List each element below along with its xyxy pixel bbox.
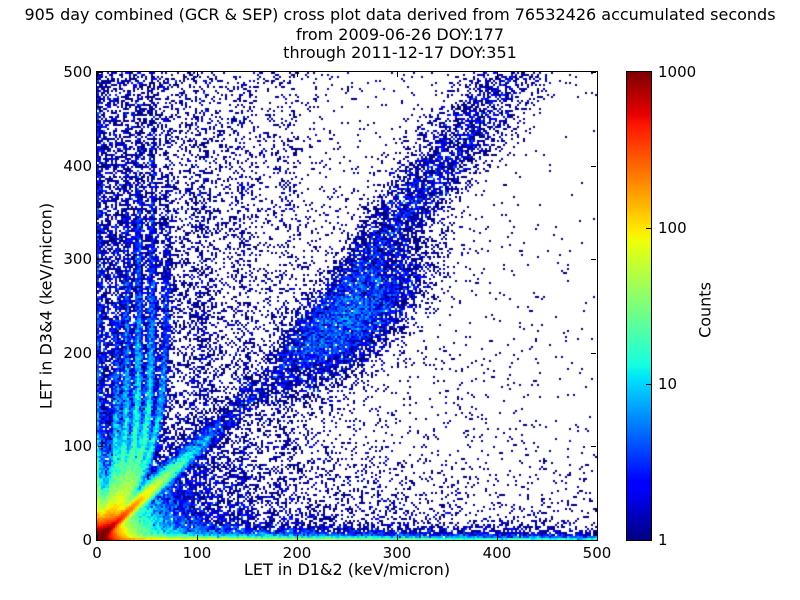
colorbar-tick-label: 1000 <box>658 63 697 81</box>
x-axis-label: LET in D1&2 (keV/micron) <box>243 560 451 579</box>
y-tick-mark-right <box>591 352 596 354</box>
y-tick-label: 500 <box>63 63 92 81</box>
y-tick-label: 0 <box>82 531 92 549</box>
y-tick-label: 400 <box>63 156 92 175</box>
x-tick-mark <box>497 535 498 540</box>
colorbar-tick-label: 10 <box>658 375 678 393</box>
y-tick-mark-right <box>591 446 596 448</box>
x-tick-mark <box>397 535 398 540</box>
x-tick-mark <box>597 535 598 540</box>
y-tick-label: 100 <box>63 437 92 456</box>
y-tick-mark <box>98 72 103 73</box>
colorbar-tick-label: 100 <box>658 219 687 237</box>
y-tick-mark-right <box>591 165 596 167</box>
x-tick-mark-top <box>597 72 598 77</box>
y-tick-mark-right <box>591 72 596 73</box>
colorbar-tick-label: 1 <box>658 531 668 549</box>
colorbar-label: Counts <box>695 282 715 338</box>
y-tick-mark <box>98 259 103 261</box>
plot-area <box>96 71 598 541</box>
colorbar <box>626 71 652 541</box>
x-tick-label: 0 <box>92 544 102 562</box>
y-tick-mark <box>98 446 103 448</box>
x-tick-mark-top <box>97 72 98 77</box>
y-tick-mark-right <box>591 259 596 261</box>
x-tick-mark <box>97 535 98 540</box>
x-tick-mark-top <box>397 72 398 77</box>
x-tick-mark <box>197 535 198 540</box>
y-tick-mark-right <box>591 540 596 541</box>
x-tick-mark-top <box>297 72 298 77</box>
colorbar-tick-mark <box>646 384 651 385</box>
y-tick-mark <box>98 165 103 167</box>
x-tick-label: 500 <box>582 544 612 562</box>
colorbar-gradient <box>627 72 651 540</box>
y-axis-label: LET in D3&4 (keV/micron) <box>36 202 56 410</box>
x-tick-mark-top <box>497 72 498 77</box>
x-tick-mark-top <box>197 72 198 77</box>
figure-subtitle-through: through 2011-12-17 DOY:351 <box>283 43 517 62</box>
x-tick-label: 100 <box>182 544 212 562</box>
figure-subtitle-from: from 2009-06-26 DOY:177 <box>295 25 504 44</box>
x-tick-label: 400 <box>482 544 512 562</box>
y-tick-mark <box>98 352 103 354</box>
x-tick-label: 200 <box>282 544 312 562</box>
x-tick-mark <box>297 535 298 540</box>
colorbar-tick-mark <box>646 228 651 229</box>
y-tick-label: 300 <box>63 250 92 269</box>
scatter-density-canvas <box>97 72 597 540</box>
x-tick-label: 300 <box>382 544 412 562</box>
figure-title: 905 day combined (GCR & SEP) cross plot … <box>24 5 776 24</box>
y-tick-mark <box>98 540 103 541</box>
y-tick-label: 200 <box>63 343 92 362</box>
